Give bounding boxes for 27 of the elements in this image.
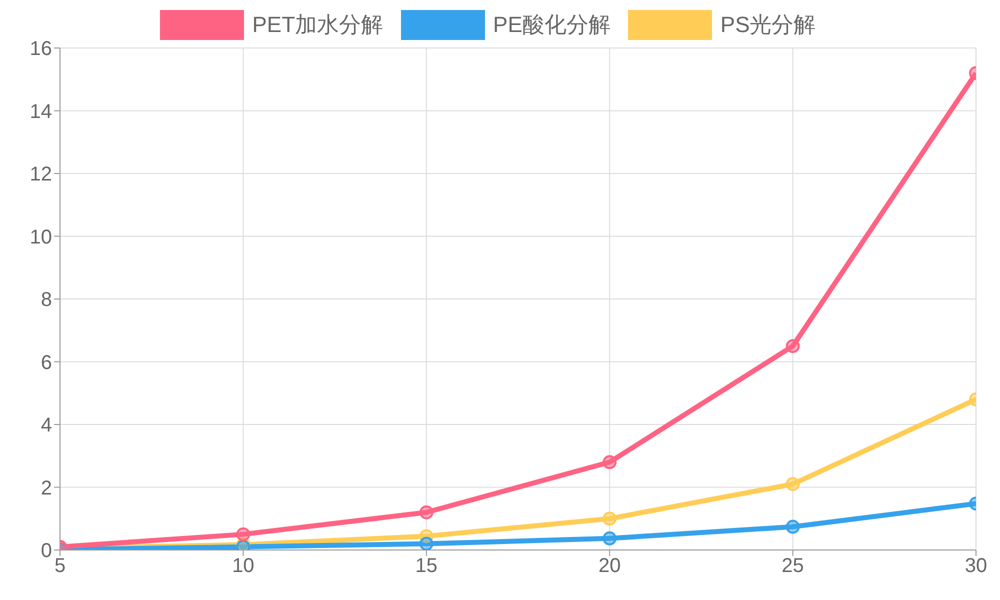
point [236, 527, 250, 542]
point [602, 531, 617, 546]
point [602, 512, 617, 526]
x-tick-label: 20 [598, 555, 621, 578]
point [419, 536, 434, 550]
y-tick-label: 2 [40, 477, 52, 500]
x-tick-label: 10 [232, 555, 254, 578]
y-tick-label: 8 [40, 289, 52, 312]
x-tick-label: 5 [54, 555, 66, 578]
point [602, 455, 617, 470]
point [786, 339, 800, 354]
point [786, 520, 800, 534]
legend-label: PE酸化分解 [493, 11, 610, 39]
x-tick-label: 15 [415, 555, 438, 578]
y-tick-label: 10 [30, 226, 52, 248]
x-tick-label: 30 [964, 555, 988, 578]
y-tick-label: 12 [30, 164, 52, 186]
point [419, 505, 434, 520]
x-tick-label: 25 [782, 555, 804, 578]
y-tick-label: 0 [40, 540, 52, 562]
legend-label: PS光分解 [720, 11, 816, 39]
y-tick-label: 6 [40, 352, 52, 374]
y-tick-label: 14 [30, 100, 52, 123]
y-tick-label: 4 [40, 414, 52, 437]
y-tick-label: 16 [30, 38, 52, 60]
point [786, 477, 800, 492]
legend-label: PET加水分解 [252, 11, 384, 39]
